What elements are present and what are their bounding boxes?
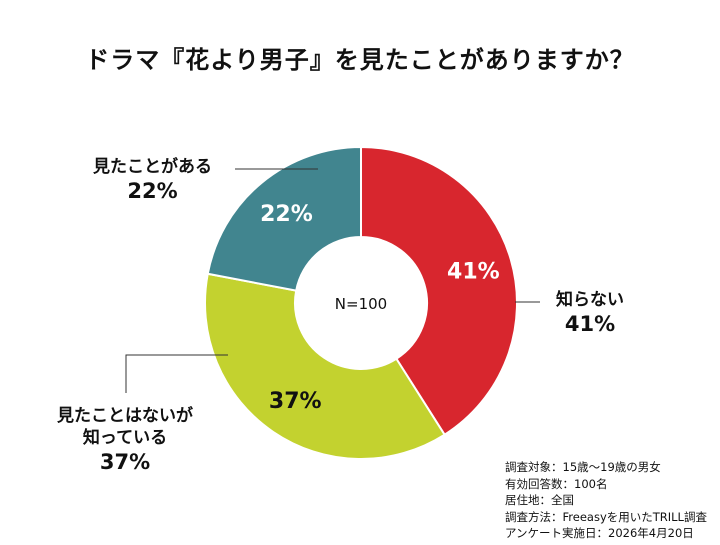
center-label: N=100 [335,295,387,313]
external-label-seen-pct: 22% [127,179,178,203]
inner-labels-group: 41% 37% 22% [260,202,500,414]
leader-line-heard [125,354,228,393]
chart-title: ドラマ『花より男子』を見たことがありますか？ [85,46,635,74]
external-label-seen-text: 見たことがある [93,157,212,177]
survey-note-method: 調査方法：Freeasyを用いたTRILL調査 [505,509,707,524]
survey-note-responses: 有効回答数：100名 [505,476,608,491]
slice-seen [206,145,362,292]
survey-notes: 調査対象：15歳～19歳の男女 有効回答数：100名 居住地：全国 調査方法：F… [505,459,707,542]
external-label-unknown-text: 知らない [556,290,624,310]
external-label-heard-line2: 知っている [82,428,168,448]
slices-group [204,145,518,460]
survey-note-date: アンケート実施日：2026年4月20日 [505,526,694,540]
slice-heard-pct-label: 37% [269,389,322,414]
external-label-heard-line1: 見たことはないが [57,406,193,426]
slice-unknown-pct-label: 41% [447,259,500,284]
survey-note-target: 調査対象：15歳～19歳の男女 [505,460,661,474]
external-label-unknown: 知らない 41% [535,289,645,337]
external-label-unknown-pct: 41% [564,312,616,336]
external-label-seen: 見たことがある 22% [60,156,245,204]
survey-note-region: 居住地：全国 [505,493,574,507]
external-label-heard-pct: 37% [99,450,151,474]
slice-seen-pct-label: 22% [260,202,313,227]
slice-heard [204,272,446,460]
external-label-heard: 見たことはないが 知っている 37% [30,405,220,475]
